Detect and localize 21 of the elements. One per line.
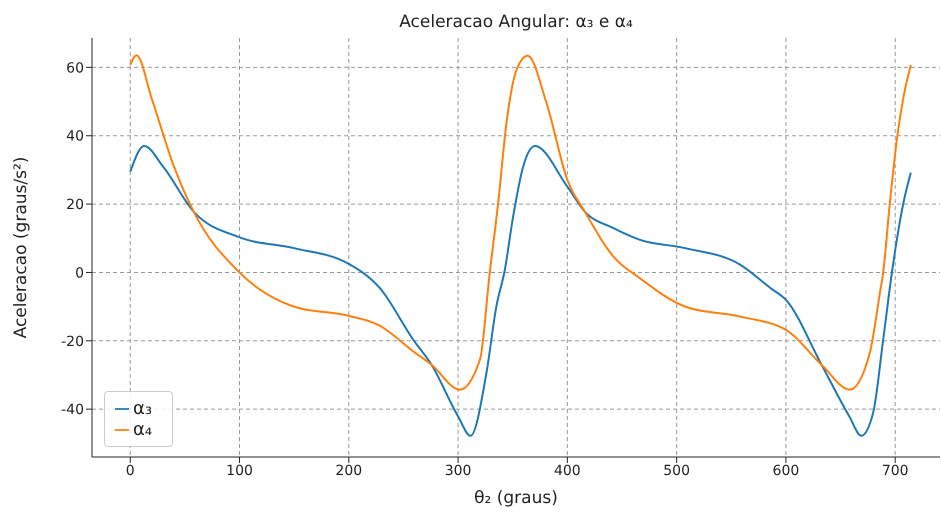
line-series [129, 144, 912, 437]
y-tick-label: 60 [66, 60, 84, 76]
y-tick-label: -20 [61, 334, 84, 350]
x-tick-label: 0 [126, 462, 135, 479]
y-tick-label: 40 [66, 128, 84, 145]
y-tick-label: 0 [75, 265, 84, 282]
x-tick-label: 700 [882, 462, 909, 479]
chart-title: Aceleracao Angular: α₃ e α₄ [398, 12, 634, 32]
x-tick-label: 300 [444, 462, 472, 479]
legend-label: α₄ [133, 419, 152, 440]
x-tick-label: 100 [226, 462, 253, 479]
line-series [129, 54, 912, 391]
x-tick-label: 600 [772, 462, 800, 479]
legend-label: α₃ [133, 398, 152, 419]
x-tick-label: 400 [554, 462, 581, 479]
x-tick-label: 500 [663, 462, 690, 479]
y-tick-label: 20 [66, 197, 84, 214]
y-axis-title: Aceleracao (graus/s²) [11, 156, 32, 338]
x-axis-title: θ₂ (graus) [474, 488, 558, 508]
x-tick-label: 200 [335, 462, 362, 479]
y-tick-label: -40 [61, 402, 84, 418]
